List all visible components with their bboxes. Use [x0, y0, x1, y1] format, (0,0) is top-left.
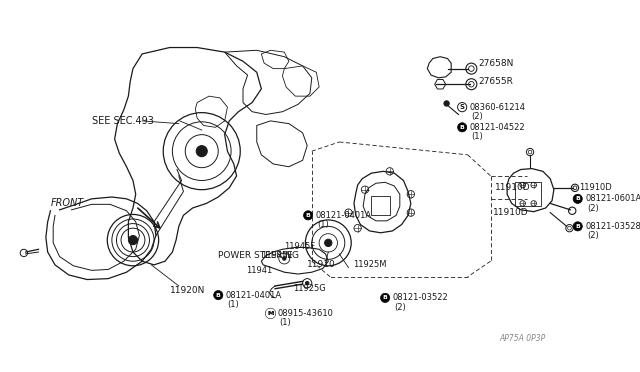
Text: 08121-04522: 08121-04522 — [470, 123, 525, 132]
Text: (1): (1) — [280, 318, 291, 327]
Circle shape — [381, 293, 390, 302]
Text: 11910D: 11910D — [495, 183, 531, 192]
Text: 11945F: 11945F — [284, 242, 316, 251]
Text: 11920N: 11920N — [170, 286, 205, 295]
Circle shape — [573, 222, 582, 231]
Text: B: B — [306, 213, 310, 218]
Text: 11941: 11941 — [246, 266, 272, 275]
Text: 27658N: 27658N — [479, 59, 514, 68]
Text: 08121-03528: 08121-03528 — [585, 222, 640, 231]
Text: (1): (1) — [317, 220, 329, 229]
Text: B: B — [575, 224, 580, 229]
Text: 11925G: 11925G — [294, 284, 326, 293]
Text: 08121-03522: 08121-03522 — [392, 294, 448, 302]
Text: SEE SEC.493: SEE SEC.493 — [92, 116, 154, 126]
Text: (2): (2) — [471, 112, 483, 121]
Circle shape — [214, 291, 223, 300]
Text: (2): (2) — [587, 231, 598, 240]
Circle shape — [196, 146, 207, 157]
Text: (1): (1) — [471, 132, 483, 141]
Text: 11945E: 11945E — [261, 251, 293, 260]
Text: 11910D: 11910D — [493, 208, 529, 217]
Text: 08121-0401A: 08121-0401A — [316, 211, 372, 220]
Text: 27655R: 27655R — [479, 77, 513, 86]
Text: 11910: 11910 — [307, 260, 336, 269]
Text: 08360-61214: 08360-61214 — [470, 103, 525, 112]
Text: S: S — [460, 104, 465, 110]
Text: M: M — [268, 311, 274, 316]
Text: 08121-0601A: 08121-0601A — [585, 194, 640, 203]
Circle shape — [303, 211, 313, 220]
Text: FRONT: FRONT — [51, 198, 84, 208]
Text: 11925M: 11925M — [353, 260, 387, 269]
Circle shape — [458, 123, 467, 132]
Circle shape — [444, 101, 449, 106]
Text: AP75A 0P3P: AP75A 0P3P — [500, 334, 546, 343]
Text: M: M — [268, 311, 274, 316]
Text: B: B — [575, 196, 580, 201]
Text: (2): (2) — [587, 203, 598, 212]
Circle shape — [129, 235, 138, 245]
Text: B: B — [460, 125, 465, 130]
Circle shape — [282, 257, 286, 260]
Text: 08121-0401A: 08121-0401A — [225, 291, 282, 299]
Text: B: B — [383, 295, 388, 300]
Text: (2): (2) — [394, 302, 406, 311]
Circle shape — [266, 309, 275, 318]
Circle shape — [324, 239, 332, 247]
Text: 08915-43610: 08915-43610 — [278, 309, 333, 318]
Text: (1): (1) — [227, 300, 239, 309]
Text: 11910D: 11910D — [580, 183, 612, 192]
Text: POWER STEERING: POWER STEERING — [218, 251, 300, 260]
Circle shape — [305, 281, 309, 285]
Circle shape — [573, 194, 582, 203]
Text: B: B — [216, 293, 221, 298]
